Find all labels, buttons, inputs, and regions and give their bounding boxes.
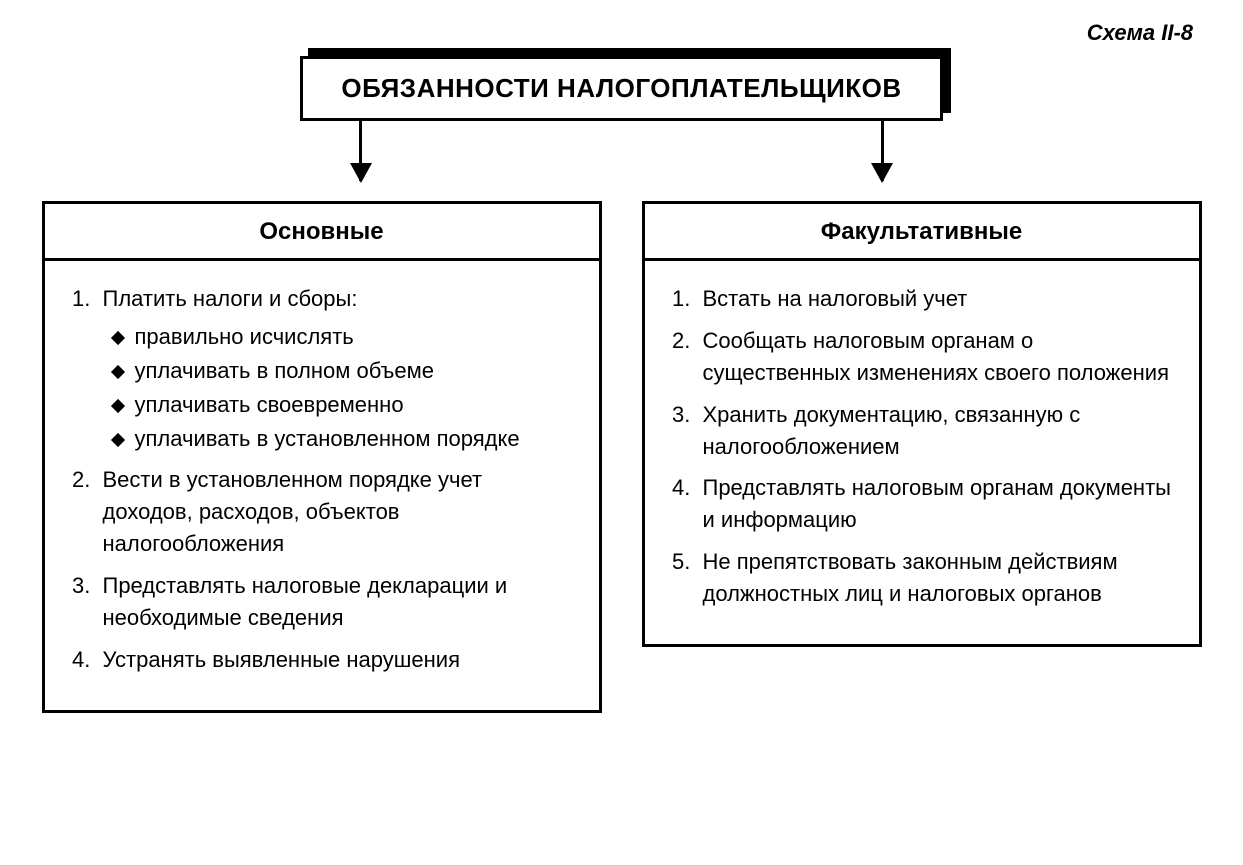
sub-item: правильно исчислять <box>113 321 575 353</box>
diagram-title: ОБЯЗАННОСТИ НАЛОГОПЛАТЕЛЬЩИКОВ <box>300 56 942 121</box>
list-item: Не препятствовать законным действиям дол… <box>697 546 1175 610</box>
arrow-right <box>881 121 884 181</box>
list-item: Хранить документацию, связанную с налого… <box>697 399 1175 463</box>
items-list: Платить налоги и сборы: правильно исчисл… <box>69 283 575 676</box>
list-item: Встать на налоговый учет <box>697 283 1175 315</box>
list-item: Платить налоги и сборы: правильно исчисл… <box>97 283 575 454</box>
branch-body: Платить налоги и сборы: правильно исчисл… <box>45 261 599 710</box>
item-text: Платить налоги и сборы: <box>103 286 358 311</box>
list-item: Устранять выявленные нарушения <box>97 644 575 676</box>
list-item: Вести в установленном порядке учет доход… <box>97 464 575 560</box>
sub-list: правильно исчислять уплачивать в полном … <box>103 321 575 455</box>
arrow-row <box>100 121 1143 201</box>
title-box: ОБЯЗАННОСТИ НАЛОГОПЛАТЕЛЬЩИКОВ <box>300 56 942 121</box>
list-item: Представлять налоговые декларации и необ… <box>97 570 575 634</box>
list-item: Представлять налоговым органам документы… <box>697 472 1175 536</box>
branches-row: Основные Платить налоги и сборы: правиль… <box>40 201 1203 713</box>
items-list: Встать на налоговый учет Сообщать налого… <box>669 283 1175 610</box>
sub-item: уплачивать в установленном порядке <box>113 423 575 455</box>
branch-heading: Основные <box>45 204 599 261</box>
sub-item: уплачивать в полном объеме <box>113 355 575 387</box>
arrow-left <box>359 121 362 181</box>
sub-item: уплачивать своевременно <box>113 389 575 421</box>
page-label: Схема II-8 <box>40 20 1203 46</box>
branch-box-main: Основные Платить налоги и сборы: правиль… <box>42 201 602 713</box>
branch-box-optional: Факультативные Встать на налоговый учет … <box>642 201 1202 647</box>
branch-heading: Факультативные <box>645 204 1199 261</box>
list-item: Сообщать налоговым органам о существенны… <box>697 325 1175 389</box>
title-container: ОБЯЗАННОСТИ НАЛОГОПЛАТЕЛЬЩИКОВ <box>40 56 1203 121</box>
branch-body: Встать на налоговый учет Сообщать налого… <box>645 261 1199 644</box>
